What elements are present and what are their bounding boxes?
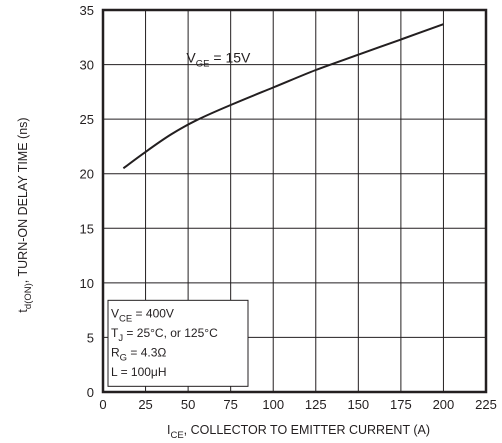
condition-line: L = 100μH: [111, 365, 167, 379]
y-axis-label-rest: , TURN-ON DELAY TIME (ns): [16, 117, 30, 283]
x-tick-label: 125: [305, 397, 327, 412]
series-line: [122, 23, 444, 170]
conditions-lines: VCE = 400V TJ = 25°C, or 125°CRG = 4.3Ω L …: [111, 306, 218, 379]
annotation-rest: = 15V: [209, 49, 251, 65]
x-axis-label: ICE, COLLECTOR TO EMITTER CURRENT (A): [167, 423, 430, 441]
y-tick-label: 35: [80, 3, 94, 18]
x-tick-label: 100: [262, 397, 284, 412]
conditions-box: VCE = 400V TJ = 25°C, or 125°CRG = 4.3Ω L …: [107, 299, 249, 387]
conditions-box-border: [107, 299, 249, 387]
x-tick-label: 225: [475, 397, 497, 412]
y-tick-label: 0: [87, 385, 94, 400]
y-axis-label-symbol: t: [16, 309, 30, 313]
x-tick-label: 200: [433, 397, 455, 412]
x-tick-label: 75: [223, 397, 237, 412]
condition-line: TJ = 25°C, or 125°C: [111, 326, 218, 344]
y-tick-label: 15: [80, 221, 94, 236]
y-tick-label: 20: [80, 167, 94, 182]
y-tick-label: 25: [80, 112, 94, 127]
condition-line: VCE = 400V: [111, 306, 174, 324]
vge-annotation: VGE = 15V: [186, 49, 251, 69]
x-tick-label: 50: [181, 397, 195, 412]
annotation-subscript: GE: [196, 58, 210, 69]
y-axis-label: td(ON), TURN-ON DELAY TIME (ns): [16, 117, 34, 312]
annotation-symbol: V: [186, 49, 196, 65]
x-tick-label: 25: [138, 397, 152, 412]
x-tick-label: 150: [347, 397, 369, 412]
x-axis-label-symbol: I: [167, 423, 170, 437]
x-axis-label-rest: , COLLECTOR TO EMITTER CURRENT (A): [184, 423, 430, 437]
x-tick-label: 0: [99, 397, 106, 412]
y-tick-label: 30: [80, 58, 94, 73]
tick-labels: 0 25 50 75 100 125 150 175 200 225 0 5 10 15 20 25 30 35: [80, 3, 497, 412]
y-axis-label-subscript: d(ON): [23, 283, 34, 309]
plot-frame: [101, 8, 488, 394]
condition-line: RG = 4.3Ω: [111, 345, 166, 363]
x-axis-label-subscript: CE: [170, 430, 183, 441]
y-tick-label: 10: [80, 276, 94, 291]
y-tick-label: 5: [87, 330, 94, 345]
x-tick-label: 175: [390, 397, 412, 412]
